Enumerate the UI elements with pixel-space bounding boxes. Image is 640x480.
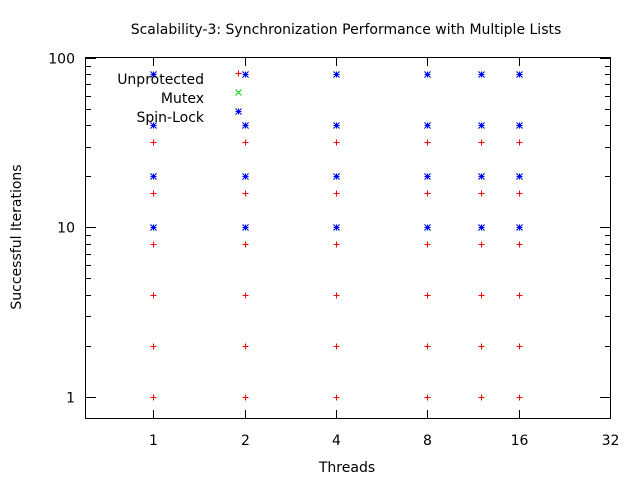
unprotected-point bbox=[424, 292, 431, 299]
unprotected-point bbox=[242, 139, 249, 146]
legend-label-unprotected: Unprotected bbox=[117, 72, 204, 88]
spin-lock-point bbox=[150, 173, 157, 180]
spin-lock-point bbox=[333, 71, 340, 78]
unprotected-point bbox=[424, 394, 431, 401]
unprotected-point bbox=[424, 241, 431, 248]
unprotected-point bbox=[333, 343, 340, 350]
unprotected-point bbox=[242, 190, 249, 197]
spin-lock-point bbox=[424, 173, 431, 180]
axis-ticks: 1 2 4 8 16 32 1 10 100 bbox=[48, 52, 619, 450]
unprotected-point bbox=[478, 394, 485, 401]
unprotected-point bbox=[516, 241, 523, 248]
legend-label-spin-lock: Spin-Lock bbox=[136, 110, 204, 126]
unprotected-point bbox=[150, 292, 157, 299]
unprotected-point bbox=[242, 394, 249, 401]
unprotected-point bbox=[478, 343, 485, 350]
unprotected-point bbox=[242, 241, 249, 248]
x-tick-label: 1 bbox=[149, 433, 158, 449]
spin-lock-point bbox=[333, 224, 340, 231]
unprotected-point bbox=[516, 292, 523, 299]
unprotected-point bbox=[150, 241, 157, 248]
plot-frame bbox=[85, 57, 611, 419]
y-axis-label: Successful Iterations bbox=[9, 164, 25, 309]
unprotected-point bbox=[424, 139, 431, 146]
x-tick-label: 4 bbox=[332, 433, 341, 449]
spin-lock-point bbox=[333, 173, 340, 180]
y-tick-label: 1 bbox=[66, 391, 75, 407]
unprotected-point bbox=[333, 292, 340, 299]
unprotected-point bbox=[478, 139, 485, 146]
legend-marker-spin-lock bbox=[235, 108, 242, 115]
unprotected-point bbox=[478, 292, 485, 299]
x-tick-label: 2 bbox=[241, 433, 250, 449]
spin-lock-point bbox=[478, 71, 485, 78]
unprotected-point bbox=[150, 139, 157, 146]
unprotected-point bbox=[242, 343, 249, 350]
spin-lock-point bbox=[333, 122, 340, 129]
legend-label-mutex: Mutex bbox=[161, 91, 204, 107]
unprotected-point bbox=[516, 394, 523, 401]
unprotected-point bbox=[478, 190, 485, 197]
spin-lock-point bbox=[150, 71, 157, 78]
spin-lock-point bbox=[478, 224, 485, 231]
unprotected-point bbox=[333, 241, 340, 248]
y-tick-label: 100 bbox=[48, 52, 75, 68]
unprotected-point bbox=[333, 139, 340, 146]
spin-lock-point bbox=[478, 122, 485, 129]
unprotected-point bbox=[424, 190, 431, 197]
spin-lock-point bbox=[242, 224, 249, 231]
spin-lock-point bbox=[424, 71, 431, 78]
spin-lock-point bbox=[516, 71, 523, 78]
unprotected-point bbox=[516, 343, 523, 350]
unprotected-point bbox=[516, 139, 523, 146]
unprotected-point bbox=[242, 292, 249, 299]
spin-lock-point bbox=[242, 71, 249, 78]
data-points bbox=[150, 71, 523, 401]
chart-title: Scalability-3: Synchronization Performan… bbox=[131, 22, 562, 38]
spin-lock-point bbox=[424, 224, 431, 231]
x-tick-label: 32 bbox=[602, 433, 620, 449]
spin-lock-point bbox=[242, 122, 249, 129]
unprotected-point bbox=[333, 394, 340, 401]
unprotected-point bbox=[150, 394, 157, 401]
spin-lock-point bbox=[424, 122, 431, 129]
unprotected-point bbox=[516, 190, 523, 197]
spin-lock-point bbox=[478, 173, 485, 180]
spin-lock-point bbox=[242, 173, 249, 180]
spin-lock-point bbox=[150, 122, 157, 129]
legend-marker-mutex bbox=[235, 89, 242, 96]
unprotected-point bbox=[478, 241, 485, 248]
spin-lock-point bbox=[516, 224, 523, 231]
unprotected-point bbox=[150, 190, 157, 197]
y-tick-label: 10 bbox=[57, 221, 75, 237]
x-tick-label: 16 bbox=[511, 433, 529, 449]
x-tick-label: 8 bbox=[423, 433, 432, 449]
legend-marker-unprotected bbox=[235, 70, 242, 77]
unprotected-point bbox=[424, 343, 431, 350]
spin-lock-point bbox=[516, 122, 523, 129]
legend: Unprotected Mutex Spin-Lock bbox=[117, 70, 242, 126]
spin-lock-point bbox=[150, 224, 157, 231]
unprotected-point bbox=[333, 190, 340, 197]
x-axis-label: Threads bbox=[318, 460, 375, 476]
unprotected-point bbox=[150, 343, 157, 350]
spin-lock-point bbox=[516, 173, 523, 180]
